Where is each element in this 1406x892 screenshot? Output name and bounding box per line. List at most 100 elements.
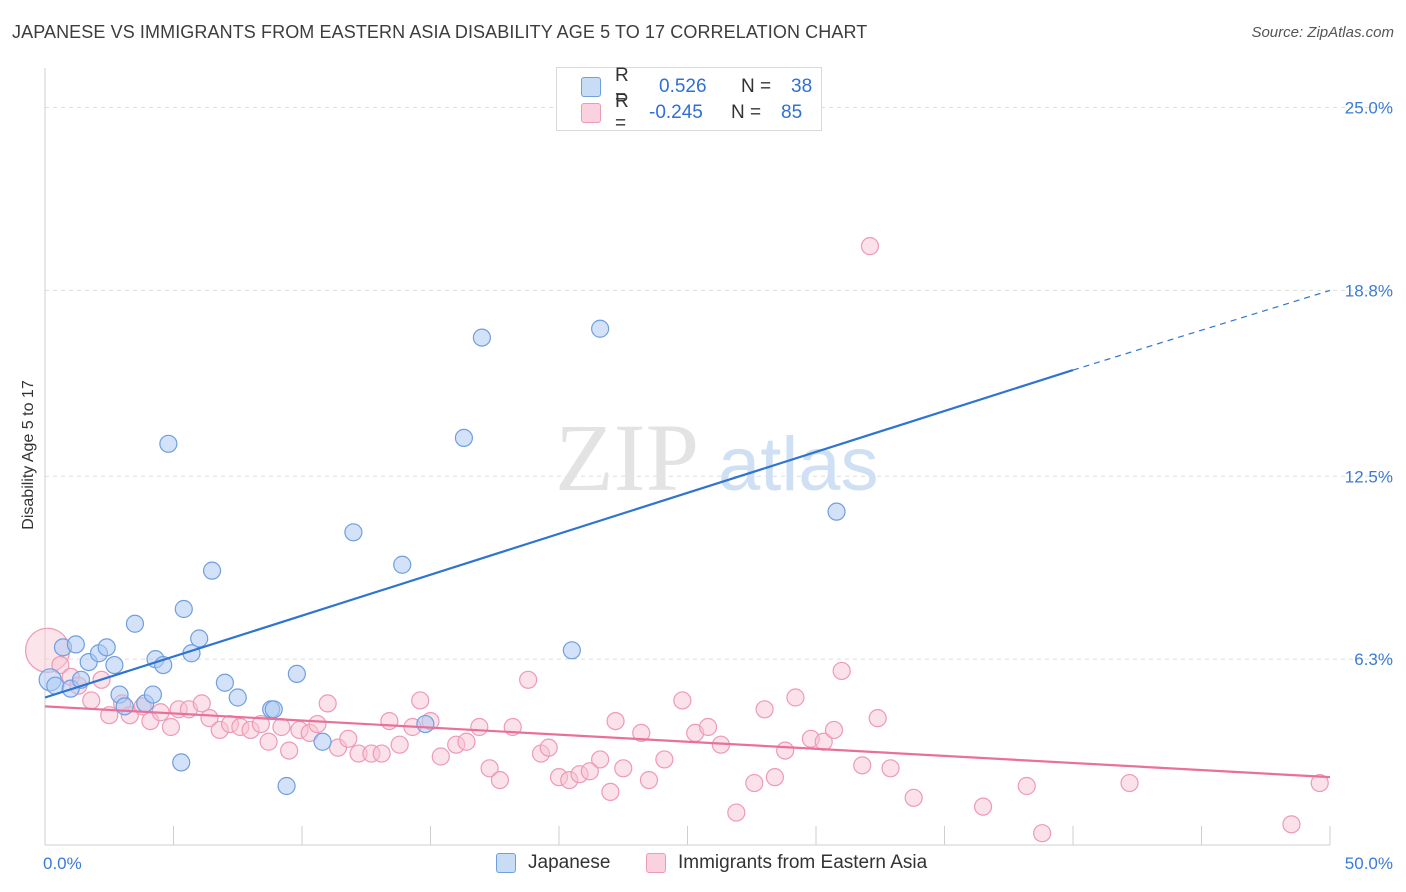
japanese-point [264, 700, 283, 719]
immigrants-point [860, 237, 880, 256]
legend-n-label: N = [731, 102, 762, 123]
legend-label-japanese: Japanese [528, 852, 611, 873]
legend-swatch-immigrants [646, 853, 666, 873]
immigrants-point [1017, 776, 1036, 796]
legend-r-label: R = [615, 65, 629, 108]
watermark-zip: ZIP [555, 404, 699, 511]
immigrants-point [606, 711, 625, 731]
japanese-point [215, 673, 234, 692]
immigrants-point [1033, 824, 1052, 843]
immigrants-point [519, 670, 538, 689]
immigrants-point [457, 732, 476, 751]
immigrants-point [881, 759, 900, 778]
legend-row-japanese: R = 0.526 N = 38 [581, 65, 813, 108]
japanese-point [277, 776, 296, 796]
immigrants-point [539, 738, 558, 757]
japanese-point [591, 319, 610, 338]
immigrants-point [776, 741, 795, 760]
immigrants-point [832, 661, 851, 681]
watermark: ZIP atlas [555, 404, 879, 511]
japanese-point [228, 688, 247, 707]
immigrants-point [161, 717, 181, 737]
correlation-legend: R = 0.526 N = 38 R = -0.245 N = 85 [556, 65, 822, 134]
y-tick-label: 6.3% [1354, 650, 1393, 669]
y-tick-label: 12.5% [1345, 467, 1393, 486]
tick-label-layer: 6.3% 12.5% 18.8% 25.0% 0.0% 50.0% [43, 99, 1393, 874]
immigrants-point [259, 732, 278, 751]
japanese-point [125, 614, 145, 633]
immigrants-point [973, 797, 993, 816]
japanese-point [143, 685, 163, 704]
trend-layer [44, 289, 1331, 779]
japanese-point [827, 502, 846, 521]
immigrants-trendline [44, 705, 1331, 779]
japanese-point [172, 753, 191, 772]
immigrants-point [82, 691, 101, 710]
japanese-point [174, 599, 193, 619]
x-tick-label: 0.0% [43, 854, 82, 873]
immigrants-point [318, 694, 337, 713]
legend-swatch-immigrants [581, 103, 601, 123]
immigrants-point [390, 735, 409, 754]
japanese-trendline-extension [1072, 289, 1331, 371]
immigrants-point [580, 762, 599, 781]
legend-swatch-japanese [496, 853, 516, 873]
japanese-point [105, 655, 124, 675]
japanese-point [97, 638, 116, 657]
immigrants-point [372, 744, 391, 763]
immigrants-point [1310, 773, 1329, 793]
legend-r-value: -0.245 [649, 102, 703, 123]
japanese-points [38, 319, 846, 796]
immigrants-point [280, 741, 299, 760]
legend-n-value: 85 [781, 102, 803, 123]
legend-r-label: R = [615, 91, 629, 134]
immigrants-point [470, 717, 489, 737]
japanese-point [416, 714, 435, 734]
chart-title: JAPANESE VS IMMIGRANTS FROM EASTERN ASIA… [12, 22, 868, 42]
immigrants-point [1282, 815, 1301, 834]
legend-item-immigrants[interactable]: Immigrants from Eastern Asia [646, 852, 927, 874]
immigrants-point [1120, 773, 1139, 793]
immigrants-point [673, 691, 692, 710]
immigrants-point [601, 782, 620, 802]
japanese-point [393, 555, 412, 574]
japanese-point [287, 664, 306, 684]
immigrants-point [755, 700, 774, 719]
immigrants-point [490, 770, 509, 790]
japanese-point [202, 561, 222, 580]
watermark-atlas: atlas [718, 422, 879, 507]
legend-n-value: 38 [791, 76, 813, 97]
immigrants-point [632, 723, 651, 743]
japanese-point [472, 328, 491, 347]
immigrants-point [411, 691, 430, 710]
legend-item-japanese[interactable]: Japanese [496, 852, 610, 874]
y-tick-label: 25.0% [1345, 99, 1393, 118]
x-tick-label: 50.0% [1345, 854, 1393, 873]
japanese-point [562, 641, 581, 660]
grid-layer [45, 107, 1392, 660]
immigrants-point [380, 711, 399, 731]
immigrants-point [765, 768, 784, 787]
immigrants-point [339, 729, 358, 748]
immigrants-point [480, 759, 499, 778]
immigrants-points [24, 237, 1329, 843]
legend-row-immigrants: R = -0.245 N = 85 [581, 91, 803, 134]
japanese-trendline [44, 369, 1074, 699]
legend-label-immigrants: Immigrants from Eastern Asia [678, 852, 928, 873]
immigrants-point [591, 750, 610, 769]
immigrants-point [431, 747, 450, 766]
immigrants-point [51, 655, 70, 675]
axes-layer [44, 68, 1331, 846]
immigrants-point [200, 709, 219, 728]
immigrants-point [824, 720, 844, 740]
y-axis-title: Disability Age 5 to 17 [20, 380, 37, 530]
japanese-point [313, 732, 332, 751]
immigrants-point [868, 709, 887, 728]
japanese-point [66, 635, 85, 654]
immigrants-point [655, 750, 674, 769]
immigrants-point [745, 773, 764, 793]
immigrants-point [308, 714, 327, 734]
immigrants-point [698, 717, 718, 737]
series-legend: Japanese Immigrants from Eastern Asia [0, 852, 1406, 878]
